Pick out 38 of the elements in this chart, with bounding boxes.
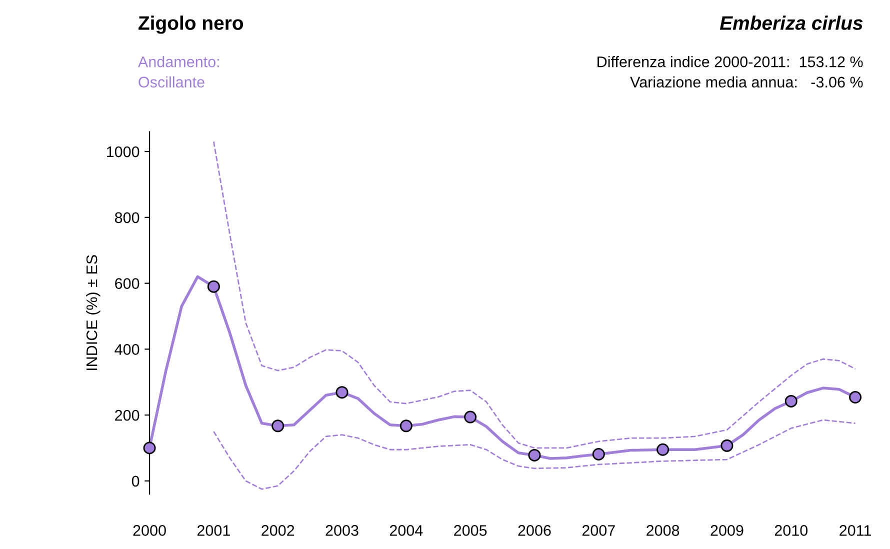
y-tick-label: 800 xyxy=(114,212,140,224)
chart-title: Zigolo nero xyxy=(138,16,244,34)
chart-subtitle: Emberiza cirlus xyxy=(720,16,863,30)
line-series xyxy=(212,419,856,490)
point xyxy=(784,394,798,408)
y-tick-label: 200 xyxy=(115,410,140,421)
point xyxy=(656,443,670,456)
x-tick-label: 2011 xyxy=(840,525,871,536)
y-tick-label: 1000 xyxy=(106,146,140,158)
x-tick-label: 2004 xyxy=(390,525,423,536)
x-tick-label: 2006 xyxy=(518,525,551,536)
y-tick-label: 600 xyxy=(115,278,140,289)
point xyxy=(400,420,412,432)
point xyxy=(143,442,156,454)
y-tick-label: 400 xyxy=(114,344,140,355)
x-tick-label: 2002 xyxy=(262,525,294,536)
x-tick-label: 2007 xyxy=(582,525,615,536)
point xyxy=(592,448,605,460)
x-tick-label: 2009 xyxy=(710,525,744,536)
point xyxy=(464,410,477,424)
point xyxy=(272,420,284,432)
x-tick-label: 2003 xyxy=(326,525,358,536)
text: Differenza indice 2000-2011: 153.12 % xyxy=(598,56,863,68)
x-tick-label: 2001 xyxy=(197,525,230,536)
point xyxy=(207,280,220,293)
text: Andamento: xyxy=(138,56,219,68)
x-tick-label: 2005 xyxy=(454,525,487,536)
point xyxy=(528,448,541,462)
text: Variazione media annua: -3.06 % xyxy=(630,76,863,88)
text: Oscillante xyxy=(138,76,204,88)
x-tick-label: 2000 xyxy=(133,525,166,536)
point xyxy=(849,391,862,404)
x-tick-label: 2008 xyxy=(646,525,680,536)
y-tick-label: 0 xyxy=(132,476,140,487)
y-axis-title: INDICE (%) ± ES xyxy=(86,255,100,370)
point xyxy=(336,386,348,399)
x-tick-label: 2010 xyxy=(774,525,808,536)
point xyxy=(720,439,734,452)
